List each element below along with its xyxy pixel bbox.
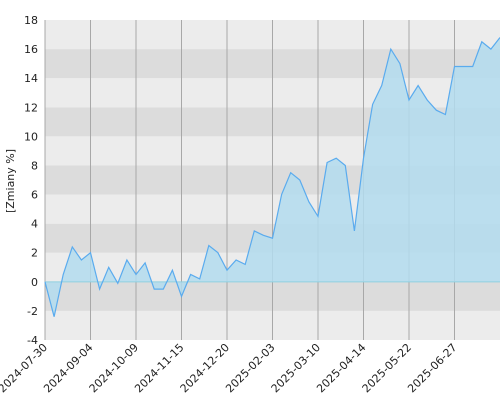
y-tick-label: 4 [31,218,38,231]
y-tick-label: 18 [24,14,38,27]
y-tick-label: 6 [31,189,38,202]
y-tick-label: 12 [24,101,38,114]
area [45,37,500,317]
x-tick-label: 2025-06-27 [405,341,459,395]
y-tick-label: -2 [27,305,38,318]
y-tick-label: 8 [31,159,38,172]
y-tick-label: 14 [24,72,38,85]
y-tick-label: 2 [31,247,38,260]
y-tick-label: 10 [24,130,38,143]
line [44,37,500,317]
y-axis-label: [Zmiany %] [4,149,17,213]
y-tick-label: 0 [31,276,38,289]
y-tick-label: 16 [24,43,38,56]
y-tick-label: -4 [27,334,38,347]
